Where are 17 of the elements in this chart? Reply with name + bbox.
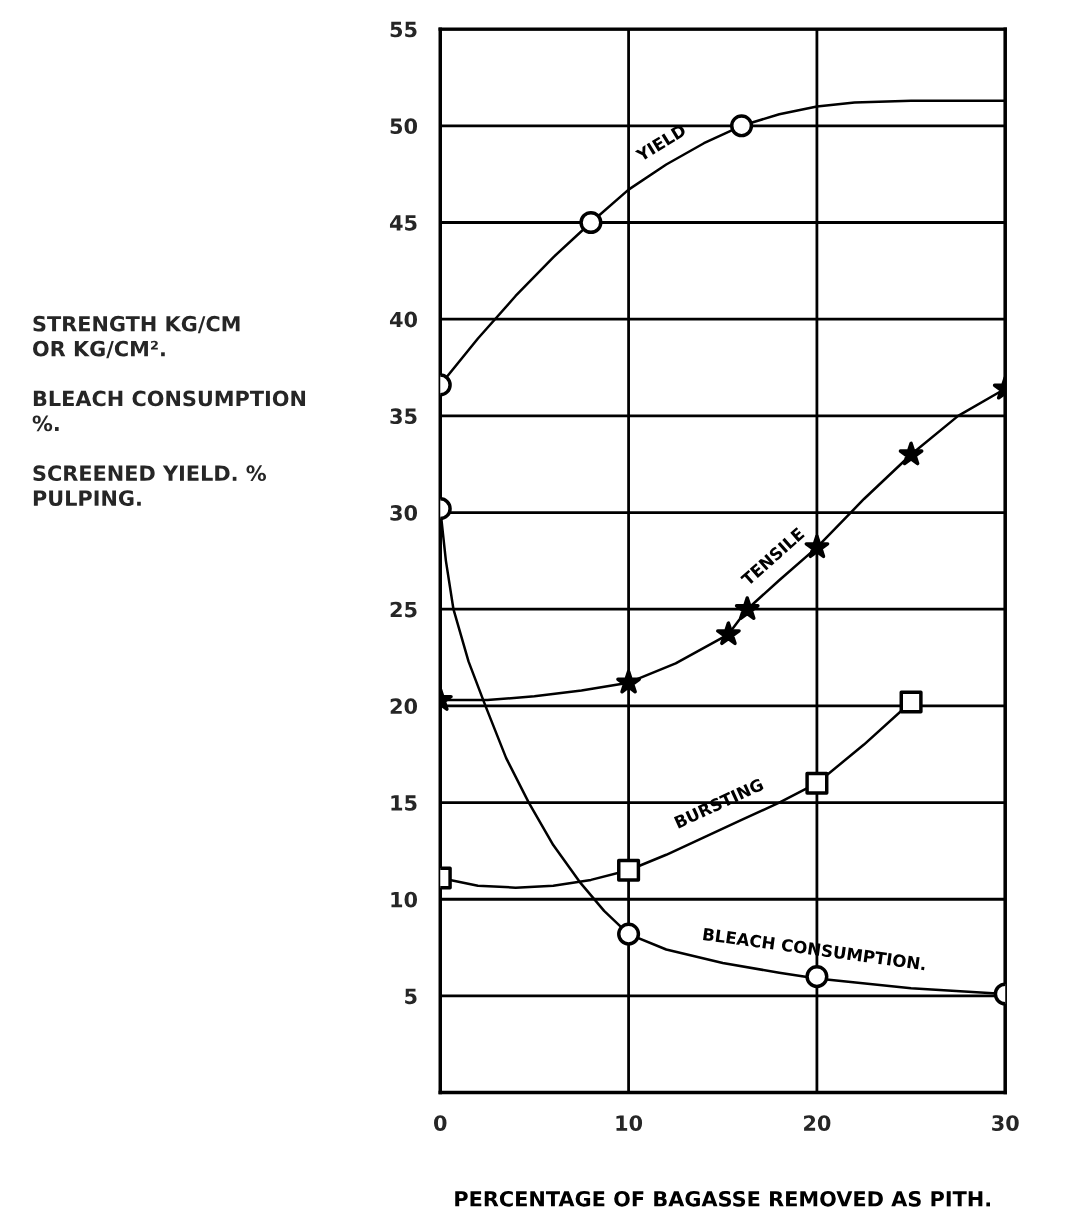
y-tick-label: 15 (391, 795, 417, 811)
y-tick-label: 45 (389, 215, 417, 231)
y-tick-label: 30 (390, 504, 418, 521)
text: STRENGTH KG/CM OR KG/CM². BLEACH CONSUMPTION %. SCREENED YIELD. % PULPING. (32, 315, 306, 506)
x-axis-title: PERCENTAGE OF BAGASSE REMOVED AS PITH. (455, 1190, 991, 1207)
y-tick-label: 10 (391, 891, 418, 908)
y-tick-label: 55 (390, 21, 417, 38)
y-tick-label: 5 (405, 988, 417, 1005)
x-tick-label: 0 (434, 1115, 447, 1131)
x-tick-label: 10 (616, 1115, 643, 1131)
y-tick-label: 35 (390, 408, 417, 425)
y-tick-label: 25 (390, 601, 417, 618)
x-tick-label: 30 (992, 1115, 1019, 1131)
y-tick-label: 40 (389, 311, 418, 328)
y-tick-label: 50 (390, 118, 418, 135)
y-tick-label: 20 (390, 698, 418, 715)
x-tick-label: 20 (804, 1115, 831, 1131)
